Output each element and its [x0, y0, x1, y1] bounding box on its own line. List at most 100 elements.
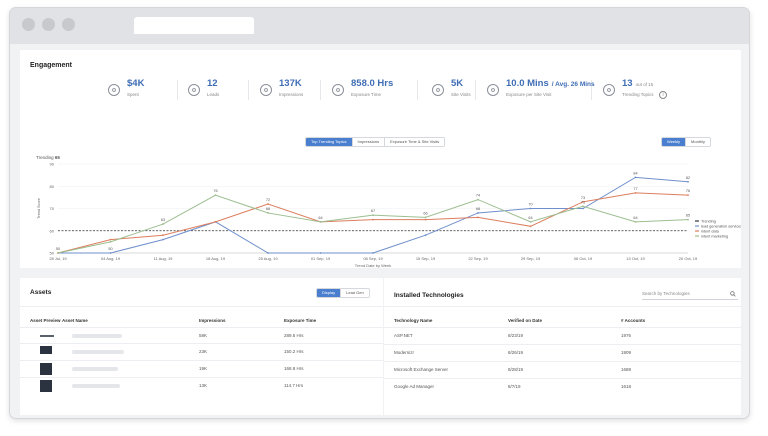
x-tick-label: 25 Aug, 19 [258, 256, 278, 261]
tab-impressions[interactable]: Impressions [351, 138, 385, 146]
data-point[interactable] [109, 252, 112, 254]
data-point[interactable] [109, 238, 112, 241]
data-point[interactable] [162, 234, 164, 237]
legend-entry[interactable]: intent marketing [701, 234, 728, 238]
window-dot-icon[interactable] [22, 18, 35, 31]
data-point[interactable] [162, 223, 164, 225]
data-point[interactable] [109, 240, 112, 243]
browser-tab[interactable] [134, 17, 254, 34]
data-point[interactable] [214, 194, 217, 197]
data-point[interactable] [424, 216, 427, 219]
data-label: 64 [318, 216, 322, 220]
data-point[interactable] [57, 252, 59, 254]
tab-weekly[interactable]: Weekly [662, 138, 686, 146]
legend-entry[interactable]: Trending [701, 219, 716, 223]
data-point[interactable] [687, 180, 689, 183]
asset-impressions: 19K [199, 366, 208, 371]
data-point[interactable] [424, 234, 427, 237]
asset-thumbnail[interactable] [40, 346, 52, 354]
data-point[interactable] [687, 194, 689, 197]
data-label: 76 [213, 189, 217, 193]
users-icon [432, 84, 444, 96]
data-point[interactable] [529, 225, 532, 228]
col-technology-name[interactable]: Technology Name [394, 318, 433, 323]
data-point[interactable] [477, 212, 479, 214]
data-point[interactable] [687, 218, 689, 221]
legend-entry[interactable]: lead generation services [701, 224, 741, 228]
asset-thumbnail[interactable] [40, 363, 52, 375]
data-point[interactable] [267, 212, 269, 214]
y-tick-label: 70 [50, 206, 55, 211]
window-dot-icon[interactable] [42, 18, 55, 31]
tab-exposure-site-visits[interactable]: Exposure Time & Site Visits [384, 138, 445, 146]
metric-separator [591, 80, 592, 100]
data-point[interactable] [634, 192, 637, 194]
tab-top-trending-topics[interactable]: Top Trending Topics [306, 138, 352, 146]
info-icon[interactable]: i [659, 91, 667, 99]
col-asset-preview[interactable]: Asset Preview [30, 318, 61, 323]
asset-name-redacted[interactable] [72, 334, 122, 338]
col-verified-date[interactable]: Verified on Date [508, 318, 543, 323]
col-exposure-time[interactable]: Exposure Time [284, 318, 317, 323]
toggle-lead-gen[interactable]: Lead Gen [340, 289, 369, 297]
asset-name-redacted[interactable] [72, 367, 118, 371]
data-label: 73 [581, 196, 585, 200]
data-point[interactable] [529, 220, 532, 223]
x-axis-label: Trend Date by Week [355, 263, 391, 268]
asset-name-redacted[interactable] [72, 384, 120, 388]
data-point[interactable] [477, 198, 479, 201]
data-point[interactable] [319, 220, 322, 223]
data-point[interactable] [319, 252, 322, 254]
data-point[interactable] [529, 207, 532, 210]
col-accounts[interactable]: # Accounts [621, 318, 646, 323]
row-divider [384, 378, 741, 379]
col-asset-name[interactable]: Asset Name [62, 318, 88, 323]
col-impressions[interactable]: Impressions [199, 318, 226, 323]
data-point[interactable] [162, 238, 164, 241]
search-icon[interactable] [730, 291, 736, 297]
technology-name[interactable]: Microsoft Exchange Server [394, 367, 449, 372]
toggle-display[interactable]: Display [317, 289, 341, 297]
data-point[interactable] [424, 218, 427, 221]
data-point[interactable] [267, 252, 269, 254]
data-point[interactable] [267, 203, 269, 205]
technologies-search[interactable]: Search by Technologies [642, 290, 738, 300]
lead-icon [188, 84, 200, 96]
data-point[interactable] [582, 205, 584, 208]
technology-name[interactable]: ASP.NET [394, 333, 413, 338]
series-line-intent-marketing[interactable] [57, 194, 689, 254]
data-point[interactable] [477, 216, 479, 219]
technologies-card: Installed Technologies Search by Technol… [384, 278, 741, 415]
technology-name[interactable]: Modernizr [394, 350, 415, 355]
metric-label: Trending Topics [622, 92, 654, 97]
data-point[interactable] [372, 214, 374, 217]
asset-exposure-time: 150.2 Hrs [284, 349, 304, 354]
metric-value-text: 12 [207, 78, 218, 89]
data-point[interactable] [582, 207, 584, 210]
timer-icon [487, 84, 499, 96]
x-tick-label: 01 Sep, 19 [311, 256, 331, 261]
window-dot-icon[interactable] [62, 18, 75, 31]
technology-date: 8/28/19 [508, 367, 524, 372]
technology-name[interactable]: Google Ad Manager [394, 384, 435, 389]
asset-thumbnail[interactable] [40, 335, 54, 337]
divider [20, 306, 383, 307]
technologies-search-input[interactable]: Search by Technologies [642, 291, 690, 296]
asset-name-redacted[interactable] [72, 350, 124, 354]
legend-entry[interactable]: intent data [701, 229, 720, 233]
x-tick-label: 15 Sep, 19 [416, 256, 436, 261]
technologies-title: Installed Technologies [394, 292, 464, 299]
tab-monthly[interactable]: Monthly [685, 138, 711, 146]
data-point[interactable] [214, 220, 217, 223]
data-point[interactable] [372, 252, 374, 254]
data-point[interactable] [634, 220, 637, 223]
row-divider [20, 343, 383, 344]
data-label: 68 [476, 207, 480, 211]
asset-exposure-time: 114.7 Hrs [284, 383, 304, 388]
data-point[interactable] [634, 176, 637, 179]
data-point[interactable] [582, 200, 584, 203]
data-point[interactable] [372, 218, 374, 221]
metric-value-text: $4K [127, 78, 145, 89]
asset-thumbnail[interactable] [40, 380, 52, 392]
